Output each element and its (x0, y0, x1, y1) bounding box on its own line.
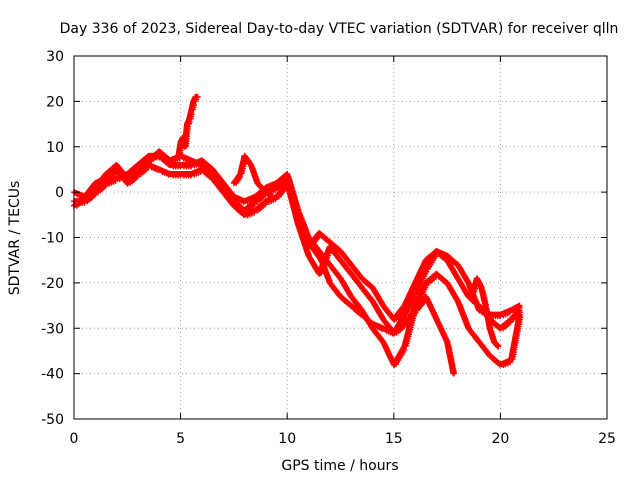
data-series (71, 148, 523, 323)
y-tick-label: 0 (55, 185, 64, 201)
plot-frame (73, 55, 608, 420)
y-tick-label: -50 (41, 412, 64, 428)
data-series (465, 275, 502, 350)
x-tick-label: 15 (385, 431, 403, 447)
data-point (495, 343, 502, 350)
y-tick-label: -40 (41, 367, 64, 383)
y-tick-label: 10 (46, 140, 64, 156)
data-series (175, 93, 201, 159)
x-tick-label: 10 (278, 431, 296, 447)
x-tick-label: 25 (598, 431, 616, 447)
data-layer (71, 93, 524, 377)
y-tick-label: -20 (41, 276, 64, 292)
chart-title: Day 336 of 2023, Sidereal Day-to-day VTE… (60, 21, 619, 37)
data-point (516, 302, 523, 309)
data-series (294, 207, 458, 377)
data-point (269, 193, 276, 200)
data-point (194, 93, 201, 100)
tick-layer: 0 5 10 15 20 25 -50 -40 -30 -20 -10 0 10 20 30 (41, 49, 616, 447)
y-tick-label: 30 (46, 49, 64, 65)
x-tick-label: 5 (176, 431, 185, 447)
x-tick-label: 0 (70, 431, 79, 447)
y-tick-label: 20 (46, 94, 64, 110)
data-point (450, 370, 457, 377)
y-axis-label: SDTVAR / TECUs (7, 181, 23, 296)
y-tick-label: -30 (41, 321, 64, 337)
grid-layer (74, 56, 607, 419)
x-tick-label: 20 (491, 431, 509, 447)
data-series (230, 152, 276, 201)
x-axis-label: GPS time / hours (281, 458, 398, 474)
y-tick-label: -10 (41, 231, 64, 247)
data-series (71, 161, 523, 337)
